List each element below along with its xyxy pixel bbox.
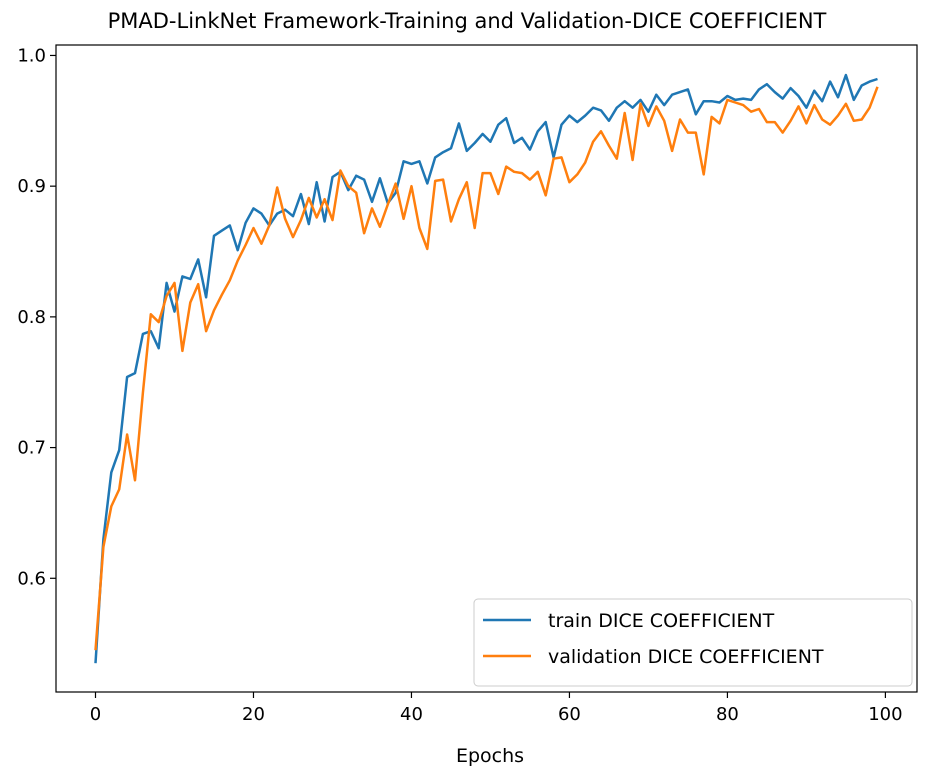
series-line-validation: [94, 86, 879, 651]
legend-label-train: train DICE COEFFICIENT: [548, 610, 775, 632]
y-ticks: 0.6 0.7 0.8 0.9 1.0: [17, 45, 56, 589]
legend: train DICE COEFFICIENT validation DICE C…: [473, 598, 913, 687]
x-tick-label: 80: [716, 704, 739, 725]
x-axis-label: Epochs: [456, 745, 524, 767]
x-tick-label: 100: [868, 704, 902, 725]
series-line-train: [94, 73, 878, 664]
x-tick-label: 0: [90, 704, 101, 725]
x-tick-label: 20: [242, 704, 265, 725]
y-tick-label: 0.9: [17, 176, 46, 197]
y-tick-label: 1.0: [17, 45, 46, 66]
y-tick-label: 0.6: [17, 568, 46, 589]
x-ticks: 0 20 40 60 80 100: [90, 692, 903, 725]
axes-frame: [55, 44, 918, 693]
x-tick-label: 40: [400, 704, 423, 725]
legend-label-validation: validation DICE COEFFICIENT: [548, 646, 824, 668]
chart-title: PMAD-LinkNet Framework-Training and Vali…: [108, 9, 827, 33]
y-tick-label: 0.8: [17, 307, 46, 328]
legend-box: [473, 598, 913, 687]
y-tick-label: 0.7: [17, 438, 46, 459]
x-tick-label: 60: [558, 704, 581, 725]
plot-area: [94, 73, 879, 664]
